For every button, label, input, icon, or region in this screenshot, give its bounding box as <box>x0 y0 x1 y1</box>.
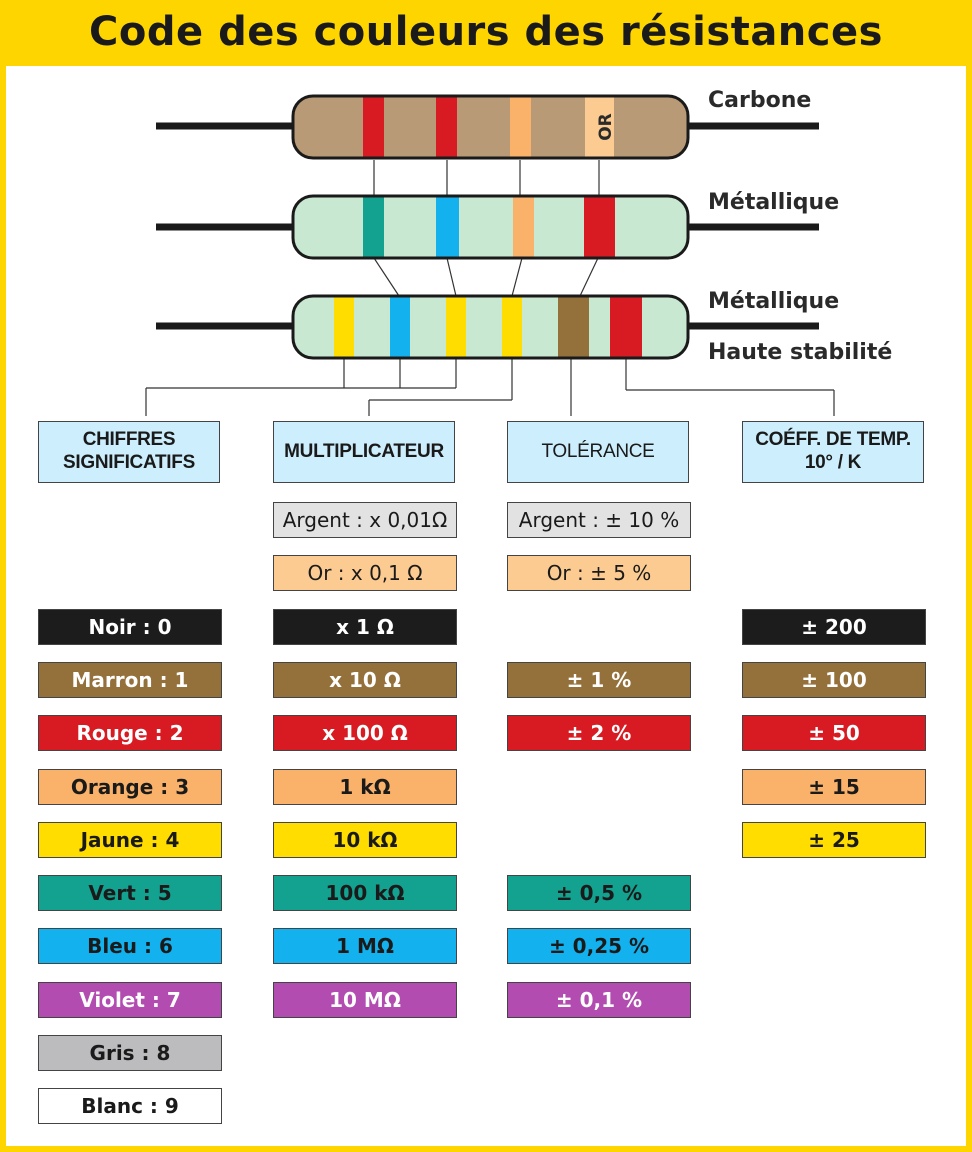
connector-line <box>579 257 599 297</box>
band-brown <box>558 295 589 359</box>
multiplier-cell-violet: 10 MΩ <box>273 982 457 1018</box>
header-coeff-temp: COÉFF. DE TEMP. 10° / K <box>742 421 924 483</box>
digit-cell-vert: Vert : 5 <box>38 875 222 911</box>
label-carbone: Carbone <box>708 88 812 113</box>
resistor-outline <box>291 194 690 260</box>
tolerance-cell-rouge: ± 2 % <box>507 715 691 751</box>
digit-cell-noir: Noir : 0 <box>38 609 222 645</box>
temp-coeff-cell-noir: ± 200 <box>742 609 926 645</box>
band-yellow <box>502 295 522 359</box>
or-band-label: OR <box>596 113 616 141</box>
resistor-body <box>293 196 688 258</box>
multiplier-cell-rouge: x 100 Ω <box>273 715 457 751</box>
tolerance-cell-or: Or : ± 5 % <box>507 555 691 591</box>
label-metallique: Métallique <box>708 190 840 215</box>
digit-cell-gris: Gris : 8 <box>38 1035 222 1071</box>
header-chiffres-significatifs: CHIFFRES SIGNIFICATIFS <box>38 421 220 483</box>
digit-cell-orange: Orange : 3 <box>38 769 222 805</box>
multiplier-cell-marron: x 10 Ω <box>273 662 457 698</box>
band-orange <box>510 95 531 159</box>
temp-coeff-cell-jaune: ± 25 <box>742 822 926 858</box>
tolerance-cell-argent: Argent : ± 10 % <box>507 502 691 538</box>
header-tolerance: TOLÉRANCE <box>507 421 689 483</box>
band-yellow <box>334 295 354 359</box>
multiplier-cell-argent: Argent : x 0,01Ω <box>273 502 457 538</box>
header-multiplicateur: MULTIPLICATEUR <box>273 421 455 483</box>
tolerance-cell-violet: ± 0,1 % <box>507 982 691 1018</box>
temp-coeff-cell-orange: ± 15 <box>742 769 926 805</box>
temp-coeff-cell-marron: ± 100 <box>742 662 926 698</box>
band-orange <box>513 195 534 259</box>
resistor-outline <box>291 94 690 160</box>
digit-cell-bleu: Bleu : 6 <box>38 928 222 964</box>
multiplier-cell-or: Or : x 0,1 Ω <box>273 555 457 591</box>
connector-line <box>511 257 523 297</box>
multiplier-cell-orange: 1 kΩ <box>273 769 457 805</box>
label-haute-stabilite: Haute stabilité <box>708 340 893 365</box>
band-yellow <box>446 295 466 359</box>
temp-coeff-cell-rouge: ± 50 <box>742 715 926 751</box>
band-red <box>363 95 384 159</box>
tolerance-cell-vert: ± 0,5 % <box>507 875 691 911</box>
tolerance-cell-bleu: ± 0,25 % <box>507 928 691 964</box>
resistor-diagram: OR <box>145 94 835 416</box>
content-panel: OR Carbone Métallique Métal <box>6 66 966 1146</box>
band-gold <box>585 95 614 159</box>
label-metallique-hs: Métallique <box>708 289 840 314</box>
connector-line <box>373 257 400 297</box>
band-red <box>436 95 457 159</box>
multiplier-cell-jaune: 10 kΩ <box>273 822 457 858</box>
connector-line <box>446 257 457 297</box>
resistor-outline <box>291 294 690 360</box>
digit-cell-marron: Marron : 1 <box>38 662 222 698</box>
high-stability-resistor <box>156 294 819 360</box>
digit-cell-violet: Violet : 7 <box>38 982 222 1018</box>
resistor-body <box>293 96 688 158</box>
band-blue <box>390 295 410 359</box>
carbon-resistor: OR <box>156 94 819 160</box>
multiplier-cell-bleu: 1 MΩ <box>273 928 457 964</box>
multiplier-cell-vert: 100 kΩ <box>273 875 457 911</box>
metal-resistor <box>156 194 819 260</box>
multiplier-cell-noir: x 1 Ω <box>273 609 457 645</box>
tolerance-cell-marron: ± 1 % <box>507 662 691 698</box>
band-red <box>584 195 615 259</box>
page-title: Code des couleurs des résistances <box>89 9 883 55</box>
band-blue <box>436 195 459 259</box>
digit-cell-blanc: Blanc : 9 <box>38 1088 222 1124</box>
band-red <box>610 295 642 359</box>
digit-cell-jaune: Jaune : 4 <box>38 822 222 858</box>
digit-cell-rouge: Rouge : 2 <box>38 715 222 751</box>
band-green <box>363 195 384 259</box>
